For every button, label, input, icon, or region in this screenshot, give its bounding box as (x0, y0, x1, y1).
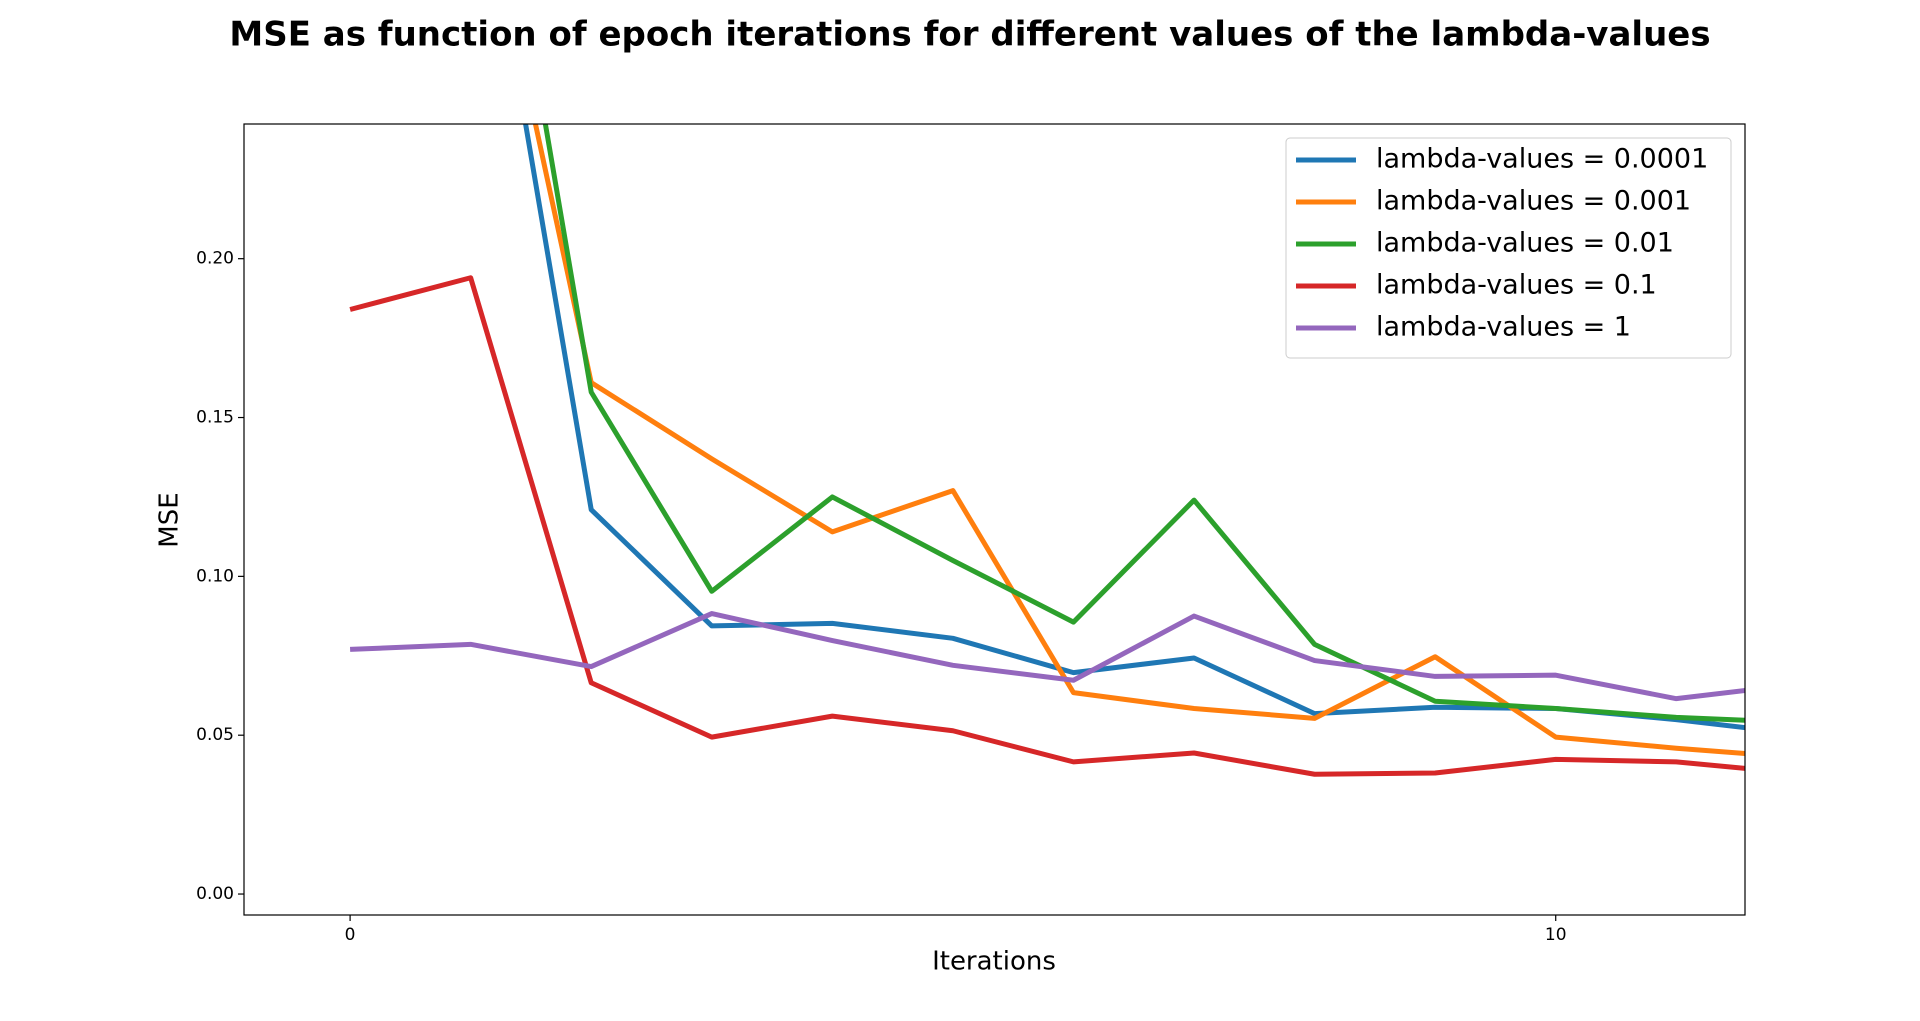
x-axis-label: Iterations (932, 947, 1056, 977)
legend-label: lambda-values = 0.01 (1376, 228, 1674, 259)
plot-area (349, 124, 1745, 777)
data-line (349, 275, 1745, 777)
legend-label: lambda-values = 0.001 (1376, 186, 1691, 217)
x-tick-label: 0 (345, 925, 356, 945)
y-tick-label: 0.00 (196, 884, 234, 904)
x-tick-label: 10 (1545, 925, 1567, 945)
y-tick-label: 0.10 (196, 566, 234, 586)
axes-frame (243, 123, 1746, 916)
data-line (349, 611, 1745, 702)
chart-title: MSE as function of epoch iterations for … (229, 15, 1710, 55)
y-axis-label: MSE (155, 492, 185, 547)
y-tick-label: 0.05 (196, 725, 234, 745)
legend-label: lambda-values = 0.0001 (1376, 144, 1708, 175)
y-tick-label: 0.15 (196, 408, 234, 428)
legend-label: lambda-values = 1 (1376, 312, 1631, 343)
legend-label: lambda-values = 0.1 (1376, 270, 1657, 301)
legend-box (1285, 137, 1732, 359)
y-tick-label: 0.20 (196, 249, 234, 269)
data-line (542, 124, 1745, 723)
